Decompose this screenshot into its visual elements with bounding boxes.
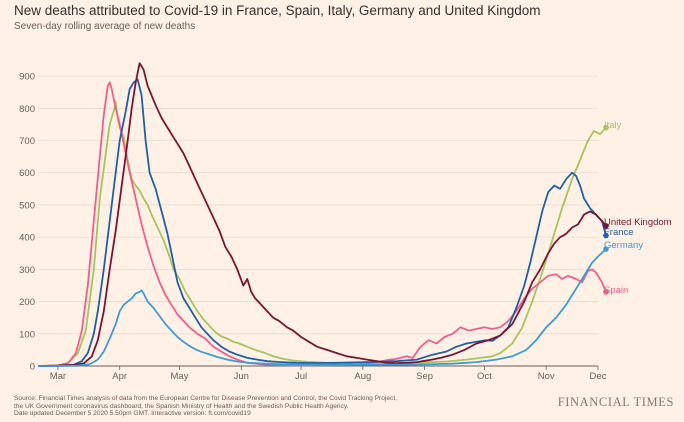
series-end-dot-germany: [603, 246, 609, 252]
line-chart: 0 100 200 300 400 500 600 700 800 900 Mar Apr May Ju…: [19, 62, 672, 382]
x-axis: Mar Apr May Jun Jul Aug Sep Oct Nov Dec: [50, 366, 607, 382]
y-axis-ticks: 0 100 200 300 400 500 600 700 800 900: [19, 72, 35, 373]
y-tick-label-800: 800: [19, 104, 35, 115]
y-tick-label-400: 400: [19, 233, 35, 244]
y-tick-label-900: 900: [19, 72, 35, 83]
series-end-dot-united-kingdom: [603, 223, 609, 229]
series-label-italy: Italy: [604, 120, 622, 131]
series-label-germany: Germany: [604, 240, 643, 251]
x-tick-label-May: May: [171, 371, 189, 382]
series-label-france: France: [604, 227, 634, 238]
x-tick-label-Nov: Nov: [538, 371, 555, 382]
x-tick-label-Oct: Oct: [477, 371, 492, 382]
series-label-united-kingdom: United Kingdom: [604, 217, 672, 228]
chart-title: New deaths attributed to Covid-19 in Fra…: [14, 3, 541, 18]
y-tick-label-100: 100: [19, 329, 35, 340]
series-lines: [37, 62, 607, 367]
x-tick-label-Sep: Sep: [416, 371, 433, 382]
series-end-dot-spain: [603, 289, 609, 295]
x-tick-label-Dec: Dec: [590, 371, 607, 382]
source-note: Source: Financial Times analysis of data…: [14, 395, 397, 418]
y-tick-label-500: 500: [19, 200, 35, 211]
y-tick-label-200: 200: [19, 297, 35, 308]
y-tick-label-300: 300: [19, 265, 35, 276]
series-line-germany: [38, 248, 607, 367]
x-tick-label-Apr: Apr: [112, 371, 127, 382]
financial-times-logo: FINANCIAL TIMES: [557, 395, 674, 409]
x-tick-label-Mar: Mar: [50, 371, 66, 382]
y-tick-label-700: 700: [19, 136, 35, 147]
x-tick-label-Jun: Jun: [234, 371, 249, 382]
series-end-dot-france: [603, 232, 609, 239]
y-tick-label-600: 600: [19, 168, 35, 179]
series-line-france: [37, 78, 607, 367]
series-label-spain: Spain: [604, 285, 628, 296]
x-tick-label-Jul: Jul: [295, 371, 307, 382]
y-tick-label-0: 0: [30, 362, 35, 373]
date-updated: Date updated December 5 2020 5.50pm GMT.…: [14, 410, 251, 418]
source-line-2: the UK Government coronavirus dashboard,…: [14, 402, 349, 410]
x-tick-label-Aug: Aug: [354, 371, 371, 382]
series-end-dot-italy: [603, 124, 609, 131]
series-line-united-kingdom: [37, 62, 607, 367]
chart-subtitle: Seven-day rolling average of new deaths: [14, 21, 196, 32]
source-line-1: Source: Financial Times analysis of data…: [14, 395, 397, 402]
